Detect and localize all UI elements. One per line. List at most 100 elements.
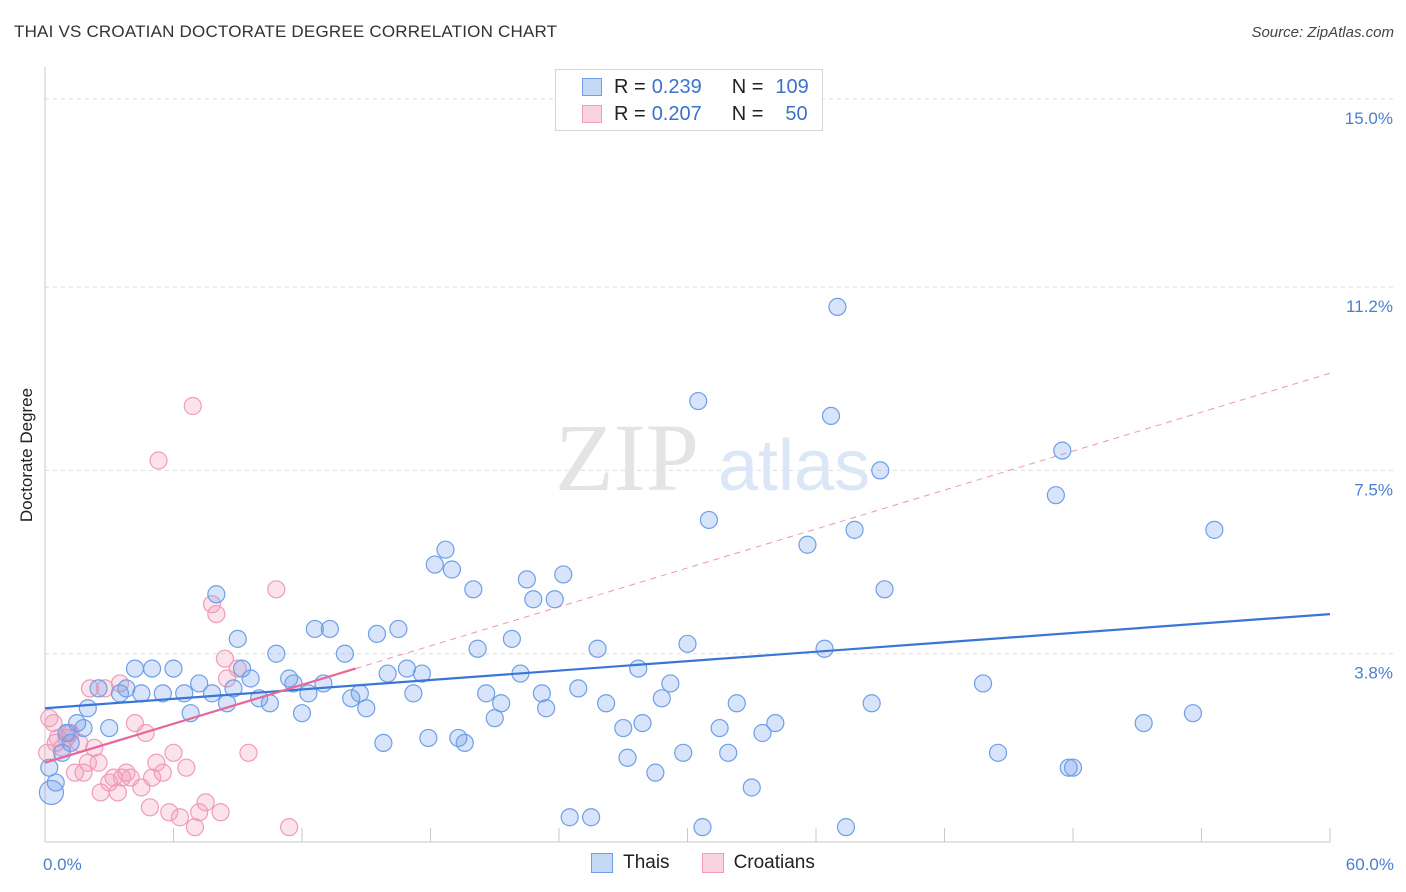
legend-swatch-thais <box>582 78 602 96</box>
grid-lines <box>45 98 1395 655</box>
thais-point <box>710 718 729 738</box>
croatians-point <box>140 798 160 817</box>
legend-r-value: 0.207 <box>651 102 702 125</box>
croatians-point <box>185 818 205 837</box>
y-tick-label: 7.5% <box>1354 480 1393 499</box>
thais-point <box>699 510 719 530</box>
y-tick-label: 11.2% <box>1346 297 1393 316</box>
legend-r-label: R = <box>614 102 646 125</box>
thais-point <box>492 694 511 713</box>
legend-n-value: 50 <box>785 102 808 125</box>
thais-point <box>378 664 397 683</box>
thais-point <box>1134 713 1153 733</box>
thais-point <box>190 674 209 693</box>
thais-point <box>241 669 260 688</box>
thais-point <box>455 733 474 753</box>
thais-point <box>164 659 183 678</box>
stats-legend: R = 0.239 N = 109 R = 0.207 N = 50 <box>555 69 823 131</box>
thais-point <box>1053 441 1072 460</box>
croatians-point <box>239 743 258 762</box>
thais-point <box>652 689 671 708</box>
croatians-point <box>153 763 172 782</box>
thais-point <box>742 778 761 797</box>
thais-point <box>815 639 834 658</box>
thais-point <box>442 560 462 579</box>
thais-point <box>412 664 432 683</box>
thais-point <box>367 624 387 644</box>
thais-point <box>719 743 738 762</box>
thais-point <box>614 718 633 738</box>
thais-point <box>1183 704 1203 723</box>
trend-lines <box>44 372 1331 764</box>
thais-point <box>821 406 841 426</box>
thais-point <box>224 679 243 698</box>
thais-point <box>142 659 162 678</box>
thais-point <box>766 713 785 733</box>
thais-point <box>74 718 93 738</box>
thais-point <box>207 585 226 604</box>
thais-point <box>629 659 648 678</box>
croatians-point <box>108 783 127 802</box>
thais-point <box>404 684 423 703</box>
thais-point <box>862 694 881 713</box>
thais-point <box>836 818 856 837</box>
thais-point <box>477 684 496 703</box>
thais-point <box>202 684 222 703</box>
thais-point <box>661 674 680 693</box>
croatians-trend-line <box>44 667 356 764</box>
thais-point <box>320 619 339 639</box>
x-tick-label: 0.0% <box>43 855 82 874</box>
thais-point <box>132 684 151 703</box>
legend-r-label: R = <box>614 75 646 98</box>
croatians-point <box>177 758 196 777</box>
thais-point <box>464 580 483 599</box>
y-tick-label: 15.0% <box>1345 109 1393 128</box>
thais-point <box>1059 758 1078 777</box>
legend-item-croatians: Croatians <box>701 852 815 874</box>
legend-swatch-thais <box>591 853 614 873</box>
thais-point <box>988 743 1008 762</box>
thais-point <box>292 704 312 723</box>
legend-label-croatians: Croatians <box>733 852 815 873</box>
legend-row-croatians: R = 0.207 N = 50 <box>556 101 808 127</box>
legend-r-value: 0.239 <box>651 75 702 98</box>
axes <box>44 67 1331 843</box>
thais-point <box>305 619 324 639</box>
thais-point <box>468 639 487 658</box>
thais-point <box>569 679 588 698</box>
legend-n-label: N = <box>731 102 764 125</box>
thais-point <box>727 694 746 713</box>
thais-point <box>1063 758 1083 777</box>
croatians-point <box>267 580 286 599</box>
thais-point <box>588 639 607 658</box>
thais-point <box>532 684 551 703</box>
croatians-point <box>160 803 179 822</box>
croatians-trend-extension <box>355 372 1331 670</box>
thais-point <box>125 659 145 678</box>
croatians-point <box>202 595 222 614</box>
thais-point <box>554 565 573 584</box>
legend-n-value: 109 <box>775 75 809 98</box>
thais-trend-line <box>44 612 1331 710</box>
chart-source: Source: ZipAtlas.com <box>1251 24 1394 41</box>
thais-point <box>560 808 579 827</box>
thais-point <box>502 629 521 648</box>
thais-point <box>633 713 652 733</box>
thais-point <box>100 718 119 738</box>
thais-point <box>646 763 665 782</box>
thais-point <box>798 535 817 554</box>
croatians-point <box>207 604 226 624</box>
croatians-point <box>147 753 166 772</box>
croatians-point <box>170 808 190 827</box>
croatians-point <box>211 803 230 822</box>
croatians-point <box>44 713 63 733</box>
thais-point <box>693 818 712 837</box>
thais-point <box>38 779 65 806</box>
thais-point <box>545 590 564 609</box>
croatians-point <box>196 793 215 812</box>
croatians-points <box>38 396 299 837</box>
thais-point <box>871 461 890 480</box>
croatians-point <box>183 396 202 416</box>
legend-swatch-croatians <box>701 853 724 873</box>
